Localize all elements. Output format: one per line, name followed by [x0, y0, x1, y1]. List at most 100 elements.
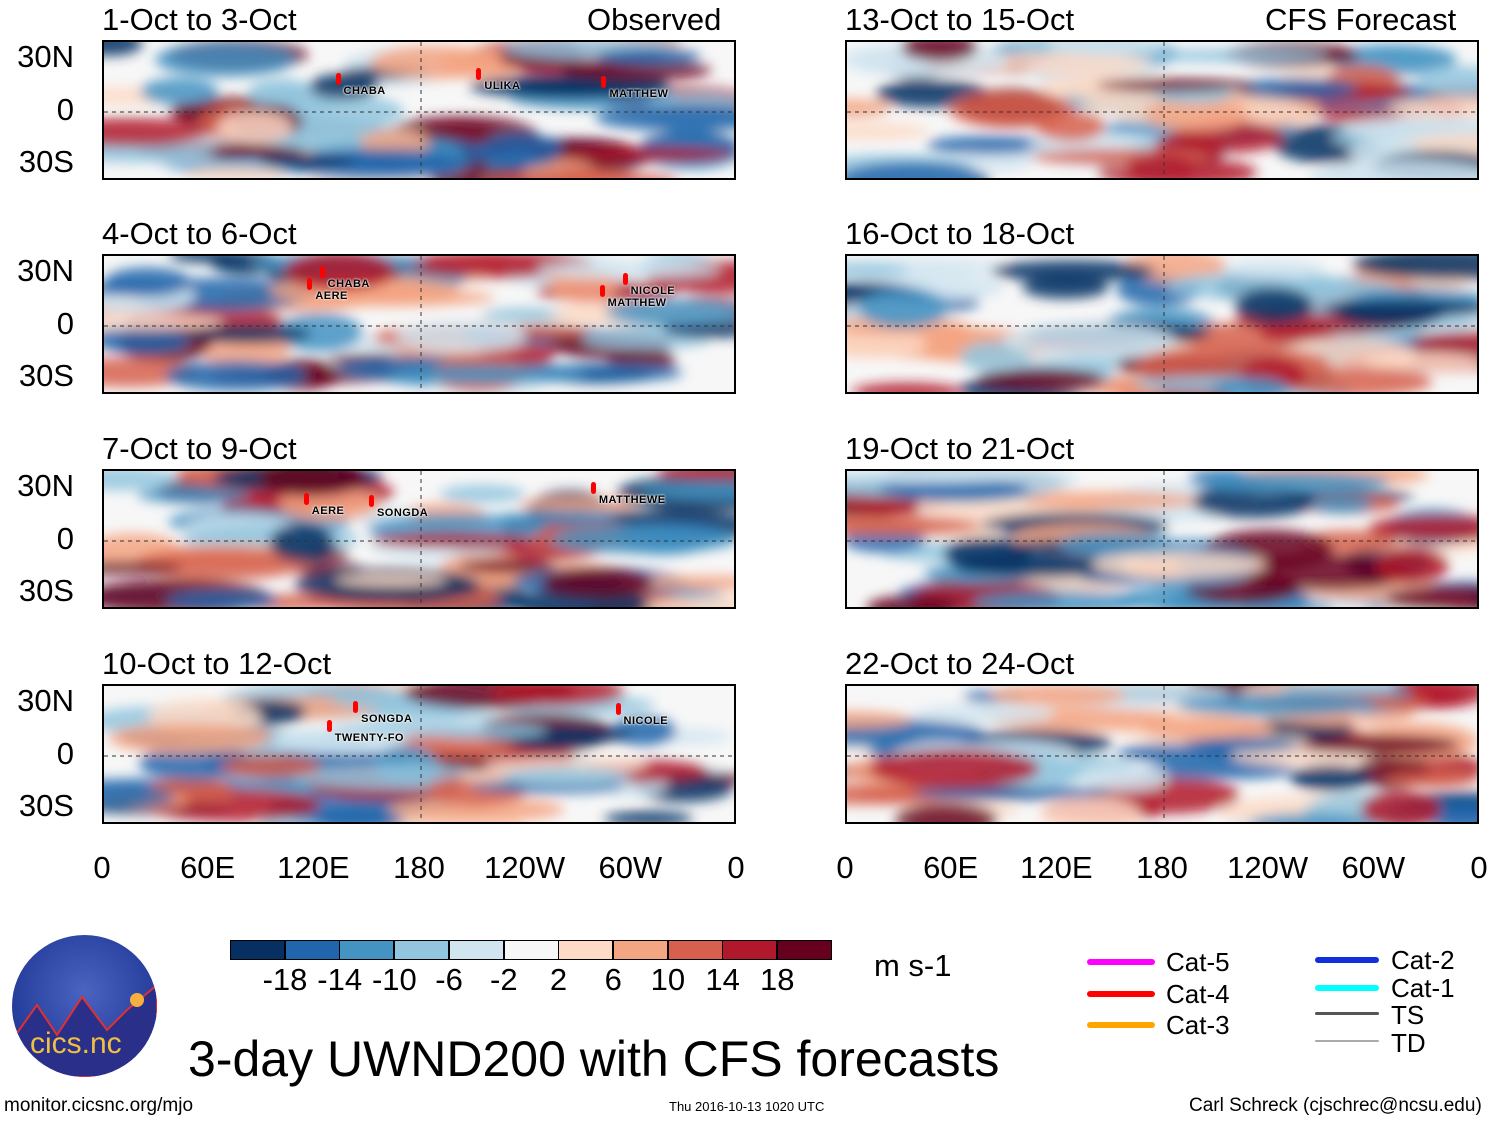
colorbar-swatch [230, 940, 285, 960]
legend-label: Cat-4 [1166, 979, 1230, 1009]
x-tick-label: 120E [277, 850, 350, 885]
x-tick-label: 120W [484, 850, 566, 885]
y-tick-label: 30S [18, 573, 74, 608]
storm-label: AERE [315, 289, 348, 302]
storm-track [335, 72, 341, 85]
y-tick-label: 0 [56, 306, 74, 341]
colorbar-label: 10 [650, 962, 686, 997]
storm-track [590, 482, 596, 495]
legend-label: Cat-2 [1391, 945, 1455, 975]
colorbar-swatch [503, 940, 559, 960]
legend-label: TS [1391, 1000, 1425, 1030]
y-tick-label: 0 [56, 92, 74, 127]
storm-label: ULIKA [484, 79, 521, 92]
storm-label: MATTHEW [607, 297, 667, 310]
x-tick-label: 0 [836, 850, 854, 885]
map-panel [845, 469, 1479, 609]
figure-title: 3-day UWND200 with CFS forecasts [188, 1031, 1000, 1087]
colorbar-swatch [558, 940, 614, 960]
logo-mountains-icon [12, 983, 157, 1077]
panel-title: 13-Oct to 15-Oct [845, 2, 1075, 37]
panel-title: 1-Oct to 3-Oct [102, 2, 297, 37]
legend-label: TD [1391, 1028, 1426, 1058]
storm-track [303, 492, 309, 505]
forecast-label: CFS Forecast [1265, 2, 1457, 37]
y-tick-label: 0 [56, 521, 74, 556]
colorbar-swatch [722, 940, 778, 960]
colorbar-label: -2 [490, 962, 518, 997]
storm-label: TWENTY-FO [334, 732, 404, 745]
legend-label: Cat-5 [1166, 947, 1230, 977]
map-panel [845, 254, 1479, 394]
x-tick-label: 60W [1341, 850, 1406, 885]
legend-label: Cat-1 [1391, 973, 1455, 1003]
map-panel [845, 684, 1479, 824]
colorbar-swatch [284, 940, 340, 960]
colorbar-swatch [667, 940, 723, 960]
colorbar-label: 2 [549, 962, 568, 997]
colorbar-swatch [448, 940, 504, 960]
storm-label: MATTHEW [609, 88, 669, 101]
map-panel: CHABA AERE NICOLE MATTHEW [102, 254, 736, 394]
storm-track [622, 272, 628, 285]
map-panel: AERE SONGDA MATTHEWE [102, 469, 736, 609]
x-tick-label: 60E [180, 850, 236, 885]
storm-track [326, 720, 332, 733]
storm-label: AERE [311, 504, 345, 517]
colorbar-swatch [394, 940, 450, 960]
website-link[interactable]: monitor.cicsnc.org/mjo [4, 1095, 194, 1116]
x-tick-label: 180 [1136, 850, 1188, 885]
legend-label: Cat-3 [1166, 1010, 1230, 1040]
panel-title: 10-Oct to 12-Oct [102, 646, 332, 681]
legend-line [1087, 959, 1155, 965]
legend-line [1315, 1040, 1379, 1042]
storm-label: NICOLE [630, 284, 676, 297]
x-tick-label: 180 [393, 850, 445, 885]
panel-title: 19-Oct to 21-Oct [845, 431, 1075, 466]
storm-label: SONGDA [361, 712, 413, 725]
storm-track [353, 700, 359, 713]
legend-line [1087, 1022, 1155, 1028]
storm-label: CHABA [327, 277, 370, 290]
colorbar-swatch [339, 940, 395, 960]
legend-line [1315, 957, 1379, 963]
storm-label: SONGDA [376, 506, 429, 519]
y-tick-label: 30N [17, 39, 74, 74]
y-tick-label: 30S [18, 358, 74, 393]
x-tick-label: 120W [1227, 850, 1309, 885]
y-tick-label: 0 [56, 736, 74, 771]
colorbar-label: -18 [262, 962, 308, 997]
colorbar-label: 14 [705, 962, 740, 997]
units-label: m s-1 [874, 948, 952, 983]
observed-label: Observed [587, 2, 722, 37]
storm-track [476, 67, 482, 80]
logo: cics.nc [12, 935, 157, 1077]
storm-track [319, 265, 325, 278]
colorbar-label: -10 [371, 962, 417, 997]
panel-title: 7-Oct to 9-Oct [102, 431, 297, 466]
x-tick-label: 0 [727, 850, 745, 885]
storm-track [368, 494, 374, 507]
colorbar-swatch [777, 940, 832, 960]
y-tick-label: 30N [17, 253, 74, 288]
storm-track [601, 76, 607, 89]
map-panel [845, 40, 1479, 180]
x-tick-label: 0 [93, 850, 111, 885]
x-tick-label: 120E [1020, 850, 1093, 885]
y-tick-label: 30S [18, 144, 74, 179]
storm-track [307, 277, 313, 290]
author-credit: Carl Schreck (cjschrec@ncsu.edu) [1189, 1095, 1482, 1116]
storm-label: NICOLE [623, 714, 669, 727]
colorbar-label: 6 [604, 962, 622, 997]
storm-track [615, 702, 621, 715]
x-tick-label: 60E [923, 850, 979, 885]
storm-track [599, 285, 605, 298]
map-panel: CHABA ULIKA MATTHEW [102, 40, 736, 180]
legend-line [1087, 991, 1155, 997]
x-tick-label: 60W [598, 850, 663, 885]
panel-title: 22-Oct to 24-Oct [845, 646, 1075, 681]
map-panel: SONGDA TWENTY-FO NICOLE [102, 684, 736, 824]
panel-title: 16-Oct to 18-Oct [845, 216, 1075, 251]
logo-text: cics.nc [30, 1027, 122, 1060]
legend-line [1315, 985, 1379, 991]
